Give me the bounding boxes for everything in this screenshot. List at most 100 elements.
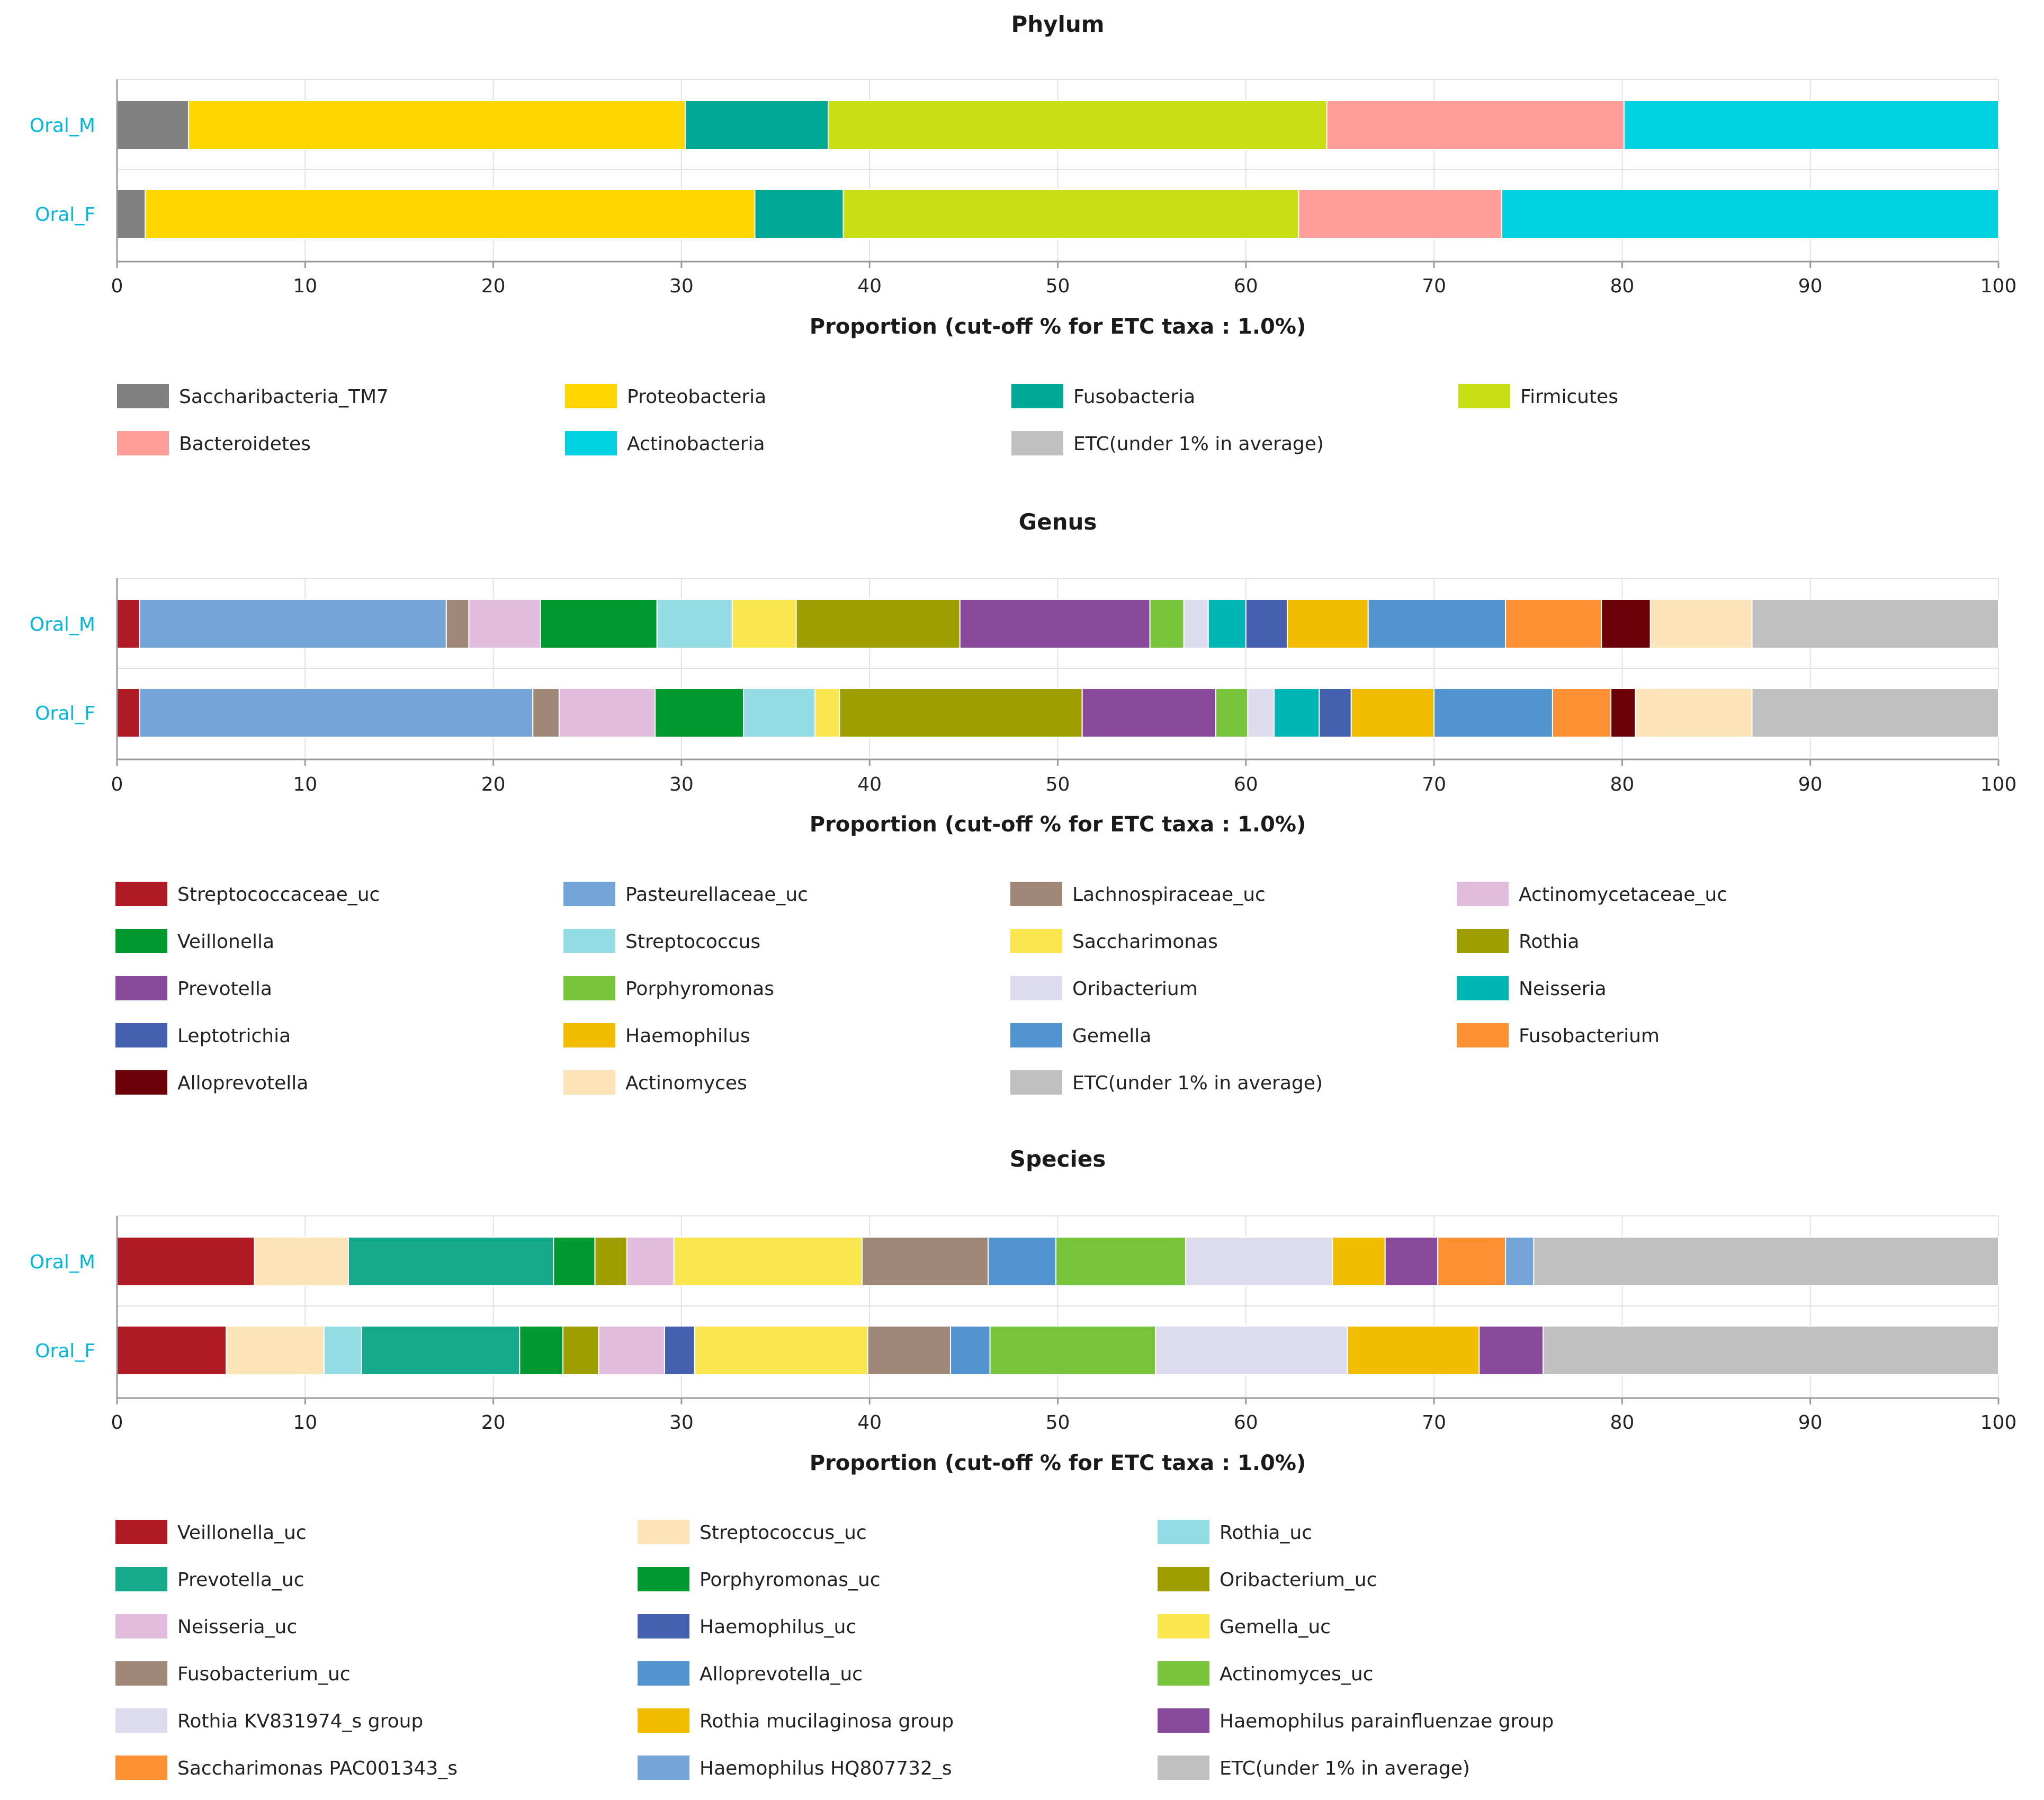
species-bar-oral-m-seg-8	[673, 1237, 863, 1286]
species-legend-swatch	[638, 1614, 689, 1638]
species-legend-swatch	[638, 1661, 689, 1686]
genus-legend-swatch	[1010, 929, 1062, 953]
genus-bar-oral-m-seg-4	[540, 599, 658, 649]
genus-tick-label: 40	[857, 774, 882, 795]
genus-bar-oral-f-seg-3	[558, 688, 656, 738]
phylum-legend-item: Bacteroidetes	[117, 431, 311, 455]
genus-bar-oral-f-seg-18	[1751, 688, 1999, 738]
genus-bar-oral-m-seg-2	[445, 599, 470, 649]
phylum-chart: Phylum Oral_M Oral_F 0 10 20 30 40 50 60 70 80 90 100…	[30, 11, 2016, 455]
genus-legend-label: Oribacterium	[1072, 978, 1198, 1000]
genus-bar-oral-m-seg-12	[1245, 599, 1288, 649]
species-tick-label: 100	[1980, 1412, 2017, 1434]
genus-bar-oral-m-seg-5	[656, 599, 733, 649]
species-legend-label: Haemophilus_uc	[700, 1616, 856, 1638]
genus-legend-item: Haemophilus	[563, 1023, 750, 1047]
genus-legend-swatch	[115, 1023, 167, 1047]
genus-bar-oral-f-seg-7	[839, 688, 1083, 738]
species-legend-item: Porphyromonas_uc	[638, 1567, 881, 1591]
phylum-tick-label: 0	[111, 275, 123, 297]
phylum-bar-oral-m-seg-2	[685, 100, 829, 150]
phylum-legend-label: Saccharibacteria_TM7	[179, 386, 389, 408]
species-tick-label: 90	[1798, 1412, 1823, 1434]
genus-legend-item: Porphyromonas	[563, 976, 774, 1000]
species-bar-oral-f-seg-2	[323, 1326, 362, 1375]
phylum-legend-swatch	[117, 431, 169, 455]
phylum-bar-oral-f-seg-4	[1298, 189, 1503, 239]
phylum-legend-label: ETC(under 1% in average)	[1073, 433, 1324, 455]
genus-legend-label: Prevotella	[177, 978, 272, 1000]
genus-bar-oral-m-seg-3	[468, 599, 541, 649]
genus-legend-label: Haemophilus	[625, 1025, 750, 1047]
species-legend-label: Saccharimonas PAC001343_s	[177, 1758, 458, 1779]
species-legend-item: Prevotella_uc	[115, 1567, 304, 1591]
species-bar-oral-f-seg-11	[989, 1326, 1157, 1375]
genus-legend-label: Leptotrichia	[177, 1025, 291, 1047]
species-bar-oral-f-seg-4	[519, 1326, 564, 1375]
genus-legend-item: Gemella	[1010, 1023, 1151, 1047]
genus-tick-label: 10	[293, 774, 317, 795]
species-legend-label: Streptococcus_uc	[700, 1522, 867, 1544]
species-bar-oral-m-seg-12	[1185, 1237, 1333, 1286]
species-bar-oral-m-seg-16	[1505, 1237, 1535, 1286]
genus-legend-label: Porphyromonas	[625, 978, 774, 1000]
genus-bar-oral-f-seg-14	[1433, 688, 1553, 738]
species-legend-label: Alloprevotella_uc	[700, 1663, 863, 1685]
species-legend-swatch	[115, 1661, 167, 1686]
species-tick-label: 40	[857, 1412, 882, 1434]
genus-bar-oral-m-seg-8	[959, 599, 1151, 649]
species-bar-oral-f-seg-8	[694, 1326, 868, 1375]
species-bar-oral-m-seg-13	[1332, 1237, 1386, 1286]
species-bar-oral-f-seg-6	[598, 1326, 665, 1375]
genus-tick-label: 30	[669, 774, 694, 795]
genus-legend-label: Rothia	[1519, 931, 1579, 953]
genus-legend-label: Alloprevotella	[177, 1072, 308, 1094]
species-bar-oral-m-seg-14	[1384, 1237, 1439, 1286]
genus-legend-label: Gemella	[1072, 1025, 1151, 1047]
genus-legend-swatch	[1010, 976, 1062, 1000]
phylum-bar-oral-m-seg-0	[116, 100, 190, 150]
genus-legend-item: Rothia	[1457, 929, 1579, 953]
phylum-title: Phylum	[1011, 11, 1104, 37]
phylum-legend-item: Actinobacteria	[565, 431, 765, 455]
species-bar-oral-m-seg-6	[626, 1237, 675, 1286]
genus-bar-oral-f-seg-11	[1274, 688, 1320, 738]
species-x-axis-label: Proportion (cut-off % for ETC taxa : 1.0…	[810, 1451, 1306, 1475]
species-legend-item: Oribacterium_uc	[1158, 1567, 1377, 1591]
phylum-x-axis-label: Proportion (cut-off % for ETC taxa : 1.0…	[810, 315, 1306, 339]
genus-legend-swatch	[1010, 1023, 1062, 1047]
species-chart: Species Oral_M Oral_F 0 10 20 30 40 50 60 70 80 90 10…	[30, 1146, 2017, 1780]
genus-legend-item: Leptotrichia	[115, 1023, 291, 1047]
genus-legend-label: Neisseria	[1519, 978, 1607, 1000]
genus-bar-oral-f-seg-9	[1215, 688, 1249, 738]
genus-legend-item: Saccharimonas	[1010, 929, 1218, 953]
genus-tick-label: 80	[1610, 774, 1634, 795]
species-bar-oral-m-seg-3	[348, 1237, 554, 1286]
phylum-legend-swatch	[1011, 384, 1063, 408]
genus-legend-label: Actinomyces	[625, 1072, 747, 1094]
genus-tick-label: 70	[1422, 774, 1446, 795]
species-legend-item: Fusobacterium_uc	[115, 1661, 351, 1686]
genus-legend-item: Streptococcaceae_uc	[115, 882, 380, 906]
genus-bar-oral-m-seg-0	[116, 599, 140, 649]
genus-legend-swatch	[563, 976, 615, 1000]
genus-tick-label: 100	[1980, 774, 2017, 795]
species-legend-label: Haemophilus HQ807732_s	[700, 1758, 952, 1779]
species-legend-label: Rothia_uc	[1220, 1522, 1312, 1544]
genus-bar-oral-m-seg-9	[1149, 599, 1185, 649]
species-legend-swatch	[115, 1567, 167, 1591]
genus-legend-item: Actinomyces	[563, 1070, 747, 1095]
genus-legend-item: Lachnospiraceae_uc	[1010, 882, 1266, 906]
species-bar-oral-f-seg-9	[867, 1326, 951, 1375]
genus-bar-oral-f-seg-5	[743, 688, 816, 738]
species-bar-oral-m-seg-11	[1055, 1237, 1187, 1286]
genus-legend-swatch	[1457, 976, 1509, 1000]
species-tick-label: 10	[293, 1412, 317, 1434]
phylum-legend-label: Fusobacteria	[1073, 386, 1195, 408]
species-title: Species	[1010, 1146, 1106, 1172]
species-legend-label: Veillonella_uc	[177, 1522, 307, 1544]
species-bar-oral-f-seg-7	[664, 1326, 695, 1375]
genus-bar-oral-m-seg-17	[1649, 599, 1753, 649]
species-legend-swatch	[115, 1520, 167, 1544]
